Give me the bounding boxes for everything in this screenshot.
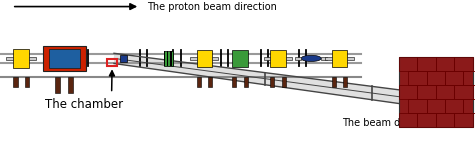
Bar xyxy=(343,77,347,87)
Bar xyxy=(25,77,29,87)
Bar xyxy=(68,77,73,93)
Bar xyxy=(55,77,60,93)
Bar xyxy=(49,49,80,68)
Bar xyxy=(399,113,418,127)
Bar xyxy=(418,85,436,99)
Bar xyxy=(164,51,173,66)
Circle shape xyxy=(301,55,321,61)
Bar xyxy=(454,57,473,71)
Bar xyxy=(197,50,212,67)
Bar xyxy=(285,57,292,60)
Bar xyxy=(464,71,475,85)
Bar xyxy=(332,77,336,87)
Bar xyxy=(418,113,436,127)
Bar xyxy=(454,85,473,99)
Bar xyxy=(212,57,218,60)
Bar xyxy=(408,71,427,85)
Bar xyxy=(321,57,327,60)
Bar xyxy=(427,71,445,85)
Bar xyxy=(399,57,418,71)
Bar xyxy=(167,51,169,66)
Bar xyxy=(6,57,13,60)
Bar xyxy=(454,113,473,127)
Bar xyxy=(445,99,464,113)
Bar xyxy=(13,77,18,87)
Bar xyxy=(208,77,212,87)
Bar xyxy=(427,99,445,113)
Text: The proton beam direction: The proton beam direction xyxy=(147,2,277,12)
Bar xyxy=(282,77,285,87)
Bar xyxy=(399,57,473,127)
Bar xyxy=(325,57,332,60)
Bar xyxy=(13,49,29,68)
Bar xyxy=(107,59,117,66)
Bar xyxy=(436,57,454,71)
Bar xyxy=(399,85,418,99)
Bar xyxy=(270,77,274,87)
Bar xyxy=(190,57,197,60)
Bar xyxy=(270,50,285,67)
Bar xyxy=(197,77,200,87)
Bar xyxy=(436,113,454,127)
Bar xyxy=(464,99,475,113)
Bar xyxy=(347,57,354,60)
Bar xyxy=(244,77,247,87)
Bar xyxy=(164,51,165,66)
Bar xyxy=(264,57,270,60)
Bar xyxy=(418,57,436,71)
Bar xyxy=(445,71,464,85)
Bar xyxy=(43,46,86,71)
Bar xyxy=(408,99,427,113)
Bar xyxy=(232,50,248,67)
Bar xyxy=(295,57,301,60)
Bar xyxy=(436,85,454,99)
Bar xyxy=(29,57,36,60)
Text: The beam dump: The beam dump xyxy=(342,118,422,128)
Bar xyxy=(170,51,171,66)
Polygon shape xyxy=(114,53,473,114)
Text: The chamber: The chamber xyxy=(45,98,123,111)
Bar xyxy=(332,50,347,67)
Bar xyxy=(120,55,127,62)
Bar xyxy=(232,77,236,87)
